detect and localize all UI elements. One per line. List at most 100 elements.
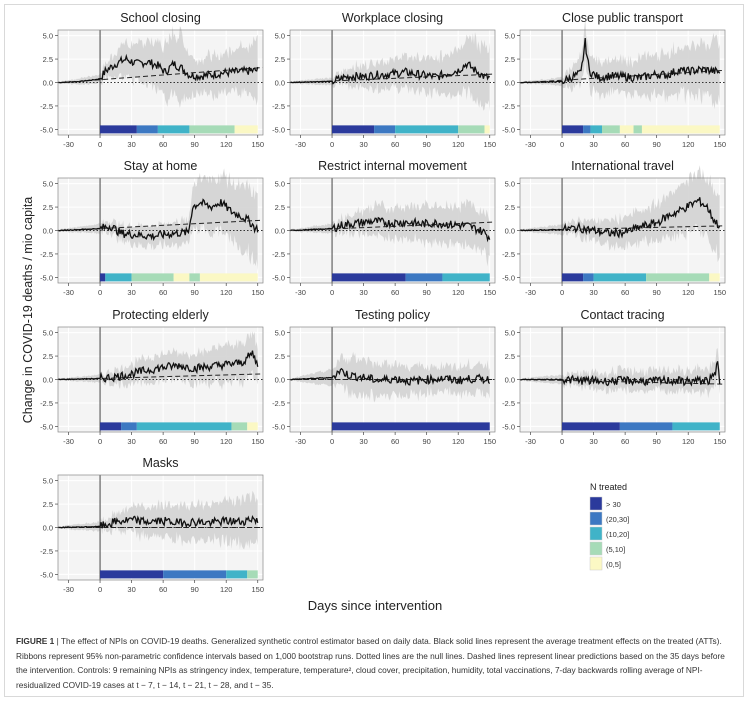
y-tick-label: 0.0 — [505, 376, 515, 385]
n-treated-band — [602, 125, 620, 134]
x-tick-label: -30 — [525, 288, 536, 297]
y-tick-label: 0.0 — [275, 79, 285, 88]
y-tick-label: 0.0 — [275, 376, 285, 385]
x-tick-label: 120 — [220, 288, 233, 297]
x-tick-label: 150 — [713, 437, 726, 446]
x-tick-label: 90 — [652, 288, 660, 297]
y-tick-label: 2.5 — [43, 203, 53, 212]
panel-title: Protecting elderly — [112, 308, 209, 322]
n-treated-band — [646, 273, 710, 282]
y-tick-label: 5.0 — [275, 32, 285, 41]
x-axis-label: Days since intervention — [307, 598, 443, 613]
y-tick-label: -5.0 — [40, 570, 53, 579]
x-tick-label: -30 — [63, 437, 74, 446]
x-tick-label: 90 — [652, 140, 660, 149]
y-tick-label: 0.0 — [43, 227, 53, 236]
y-tick-label: 0.0 — [43, 524, 53, 533]
x-tick-label: 60 — [391, 437, 399, 446]
y-axis-label-container: Change in COVID-19 deaths / mio capita — [14, 180, 42, 440]
panel-title: Testing policy — [355, 308, 431, 322]
x-tick-label: 30 — [589, 437, 597, 446]
figure-frame — [4, 4, 744, 697]
legend: N treated > 30 (20,30] (10,20] (5,10] (0,5] — [589, 482, 629, 571]
panel-workplace-closing: Workplace closing -5.0 -2.5 0.0 2.5 5.0 -30 0 30… — [272, 11, 496, 149]
att-line — [289, 61, 491, 85]
panel-stay-at-home: Stay at home -5.0 -2.5 0.0 2.5 5.0 -30 0 30 60 90 1… — [40, 159, 264, 297]
y-tick-label: 2.5 — [43, 55, 53, 64]
n-treated-band — [562, 422, 620, 431]
n-treated-band — [163, 570, 227, 579]
x-tick-label: 150 — [483, 288, 496, 297]
legend-swatch — [589, 556, 603, 571]
x-tick-label: 120 — [452, 437, 465, 446]
n-treated-band — [247, 570, 258, 579]
x-tick-label: 150 — [251, 585, 264, 594]
x-tick-label: 30 — [127, 288, 135, 297]
y-tick-label: 0.0 — [43, 79, 53, 88]
y-tick-label: 2.5 — [275, 203, 285, 212]
att-line — [57, 198, 259, 242]
n-treated-band — [619, 422, 673, 431]
y-tick-label: 0.0 — [43, 376, 53, 385]
y-tick-label: 2.5 — [43, 352, 53, 361]
n-treated-band — [583, 273, 594, 282]
n-treated-band — [374, 125, 396, 134]
y-tick-label: 2.5 — [275, 55, 285, 64]
n-treated-band — [157, 125, 190, 134]
x-tick-label: 150 — [251, 140, 264, 149]
confidence-ribbon — [290, 32, 490, 112]
panel-title: Stay at home — [124, 159, 198, 173]
x-tick-label: 30 — [589, 140, 597, 149]
confidence-ribbon — [58, 25, 258, 108]
n-treated-band — [332, 125, 375, 134]
panel-restrict-internal-movement: Restrict internal movement -5.0 -2.5 0.0 2.5… — [272, 159, 496, 297]
n-treated-band — [105, 273, 132, 282]
att-line — [519, 38, 721, 85]
x-tick-label: 30 — [589, 288, 597, 297]
n-treated-band — [100, 125, 137, 134]
x-tick-label: 60 — [159, 140, 167, 149]
n-treated-band — [234, 125, 258, 134]
x-tick-label: 60 — [159, 288, 167, 297]
att-line — [57, 350, 259, 383]
x-tick-label: 150 — [483, 140, 496, 149]
n-treated-band — [395, 125, 459, 134]
y-tick-label: -2.5 — [502, 399, 515, 408]
x-tick-label: 90 — [422, 140, 430, 149]
y-tick-label: -2.5 — [272, 250, 285, 259]
x-tick-label: 0 — [330, 437, 334, 446]
x-tick-label: 90 — [190, 437, 198, 446]
x-tick-label: -30 — [63, 288, 74, 297]
x-tick-label: 0 — [560, 140, 564, 149]
n-treated-band — [136, 125, 158, 134]
panel-contact-tracing: Contact tracing -5.0 -2.5 0.0 2.5 5.0 -30 0 30 60… — [502, 308, 726, 446]
x-tick-label: 0 — [98, 140, 102, 149]
x-tick-label: 120 — [682, 437, 695, 446]
y-axis-label: Change in COVID-19 deaths / mio capita — [21, 197, 35, 424]
n-treated-band — [593, 273, 647, 282]
y-tick-label: -2.5 — [40, 250, 53, 259]
y-tick-label: 5.0 — [275, 180, 285, 189]
legend-swatch — [589, 496, 603, 511]
n-treated-band — [619, 125, 634, 134]
y-tick-label: 5.0 — [275, 329, 285, 338]
x-tick-label: 90 — [652, 437, 660, 446]
y-tick-label: 0.0 — [505, 79, 515, 88]
n-treated-band — [458, 125, 485, 134]
n-treated-band — [641, 125, 720, 134]
caption-text: | The effect of NPIs on COVID-19 deaths.… — [16, 636, 725, 690]
legend-swatch — [589, 526, 603, 541]
x-tick-label: 120 — [682, 288, 695, 297]
y-tick-label: 2.5 — [505, 55, 515, 64]
x-tick-label: -30 — [525, 140, 536, 149]
n-treated-band — [405, 273, 443, 282]
panel-testing-policy: Testing policy -5.0 -2.5 0.0 2.5 5.0 -30 0 30 60 9… — [272, 308, 496, 446]
panel-title: School closing — [120, 11, 201, 25]
x-tick-label: -30 — [295, 437, 306, 446]
x-tick-label: 30 — [359, 437, 367, 446]
y-tick-label: -2.5 — [40, 547, 53, 556]
x-tick-label: -30 — [63, 140, 74, 149]
y-tick-label: 0.0 — [275, 227, 285, 236]
y-tick-label: -2.5 — [272, 102, 285, 111]
y-tick-label: -5.0 — [40, 422, 53, 431]
